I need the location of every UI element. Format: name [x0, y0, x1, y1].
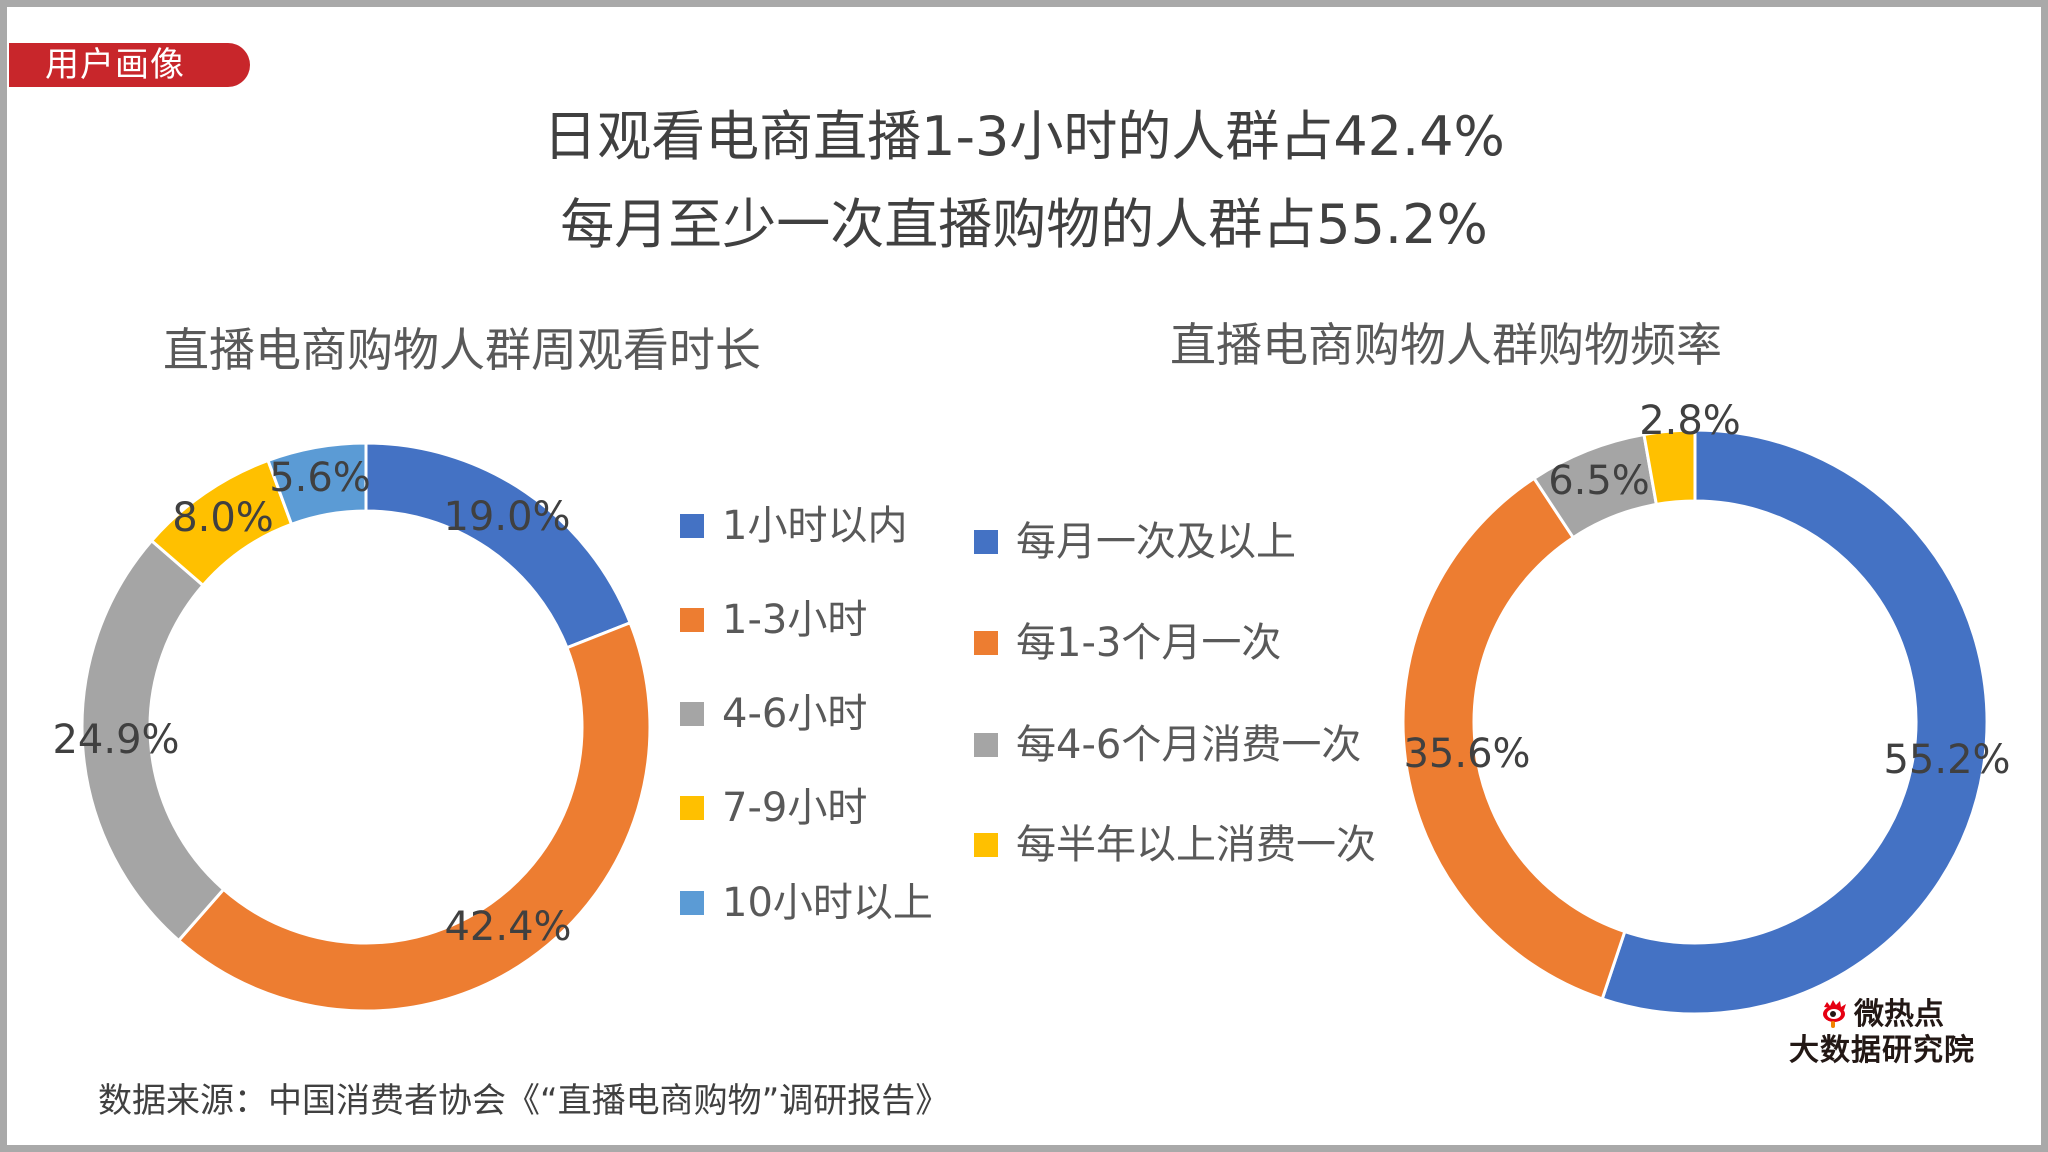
logo-text-2: 大数据研究院 [1789, 1033, 1975, 1068]
headline-line-1: 日观看电商直播1-3小时的人群占42.4% [543, 105, 1505, 168]
weiredian-logo: 微热点 大数据研究院 [1777, 997, 1987, 1069]
left-chart-title: 直播电商购物人群周观看时长 [163, 323, 761, 377]
legend-label: 每月一次及以上 [1016, 519, 1296, 565]
legend-swatch-yellow [680, 796, 704, 820]
donut-charts [80, 428, 1989, 1016]
left-data-label-1-3h: 42.4% [444, 904, 572, 950]
legend-label: 1-3小时 [722, 597, 868, 643]
donut-slice [364, 441, 633, 650]
right-chart-title: 直播电商购物人群购物频率 [1170, 318, 1722, 372]
legend-swatch-gray [974, 733, 998, 757]
donut-slice [1642, 428, 1697, 507]
left-data-label-4-6h: 24.9% [52, 717, 180, 763]
left-data-label-10h: 5.6% [269, 455, 371, 501]
legend-swatch-light-blue [680, 891, 704, 915]
legend-swatch-orange [680, 608, 704, 632]
logo-text-1: 微热点 [1854, 997, 1944, 1032]
infographic-page: 用户画像 日观看电商直播1-3小时的人群占42.4% 每月至少一次直播购物的人群… [7, 7, 2041, 1145]
left-data-label-1h: 19.0% [443, 494, 571, 540]
legend-swatch-blue [974, 530, 998, 554]
right-data-label-4-6m: 6.5% [1548, 458, 1650, 504]
legend-label: 10小时以上 [722, 880, 933, 926]
legend-label: 每1-3个月一次 [1016, 620, 1282, 666]
section-badge: 用户画像 [9, 43, 250, 87]
data-source-footer: 数据来源：中国消费者协会《“直播电商购物”调研报告》 [98, 1081, 950, 1121]
legend-label: 每半年以上消费一次 [1016, 822, 1376, 868]
left-data-label-7-9h: 8.0% [172, 495, 274, 541]
legend-label: 1小时以内 [722, 503, 908, 549]
left-donut-chart [80, 441, 652, 1013]
legend-swatch-yellow [974, 833, 998, 857]
legend-swatch-blue [680, 514, 704, 538]
headline-line-2: 每月至少一次直播购物的人群占55.2% [560, 193, 1488, 256]
legend-swatch-orange [974, 631, 998, 655]
donut-slice [1401, 476, 1627, 1001]
right-data-label-half-year: 2.8% [1639, 398, 1741, 444]
legend-label: 4-6小时 [722, 691, 868, 737]
weibo-eye-icon [1823, 1000, 1846, 1028]
legend-label: 7-9小时 [722, 785, 868, 831]
legend-label: 每4-6个月消费一次 [1016, 722, 1362, 768]
right-donut-chart [1401, 428, 1989, 1016]
legend-swatch-gray [680, 702, 704, 726]
logo-line-1: 微热点 [1777, 997, 1987, 1033]
donut-slice [1600, 428, 1989, 1016]
right-data-label-1-3m: 35.6% [1403, 731, 1531, 777]
donut-slice [266, 441, 368, 527]
donut-slice [176, 620, 652, 1013]
right-data-label-monthly: 55.2% [1883, 737, 2011, 783]
